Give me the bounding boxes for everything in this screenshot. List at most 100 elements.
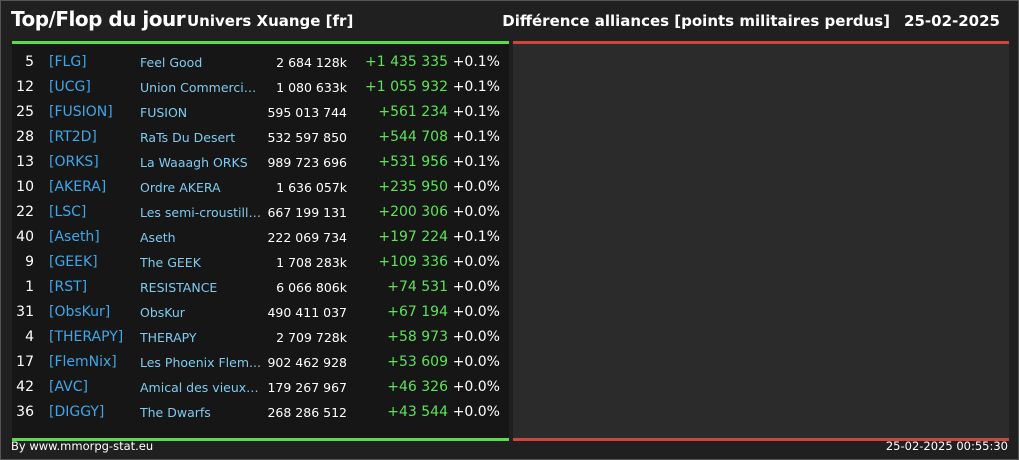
alliance-name-link[interactable]: THERAPY [140,330,197,345]
alliance-row: 25 [FUSION] FUSION 595 013 744 +561 234 +0.1% [12,100,509,125]
alliance-tag-link[interactable]: [FlemNix] [49,354,117,370]
alliance-points: 2 709 728k [276,330,347,345]
points-difference: +74 531 [387,279,448,295]
percent-difference: +0.1% [452,129,500,145]
points-difference: +561 234 [378,104,448,120]
alliance-tag-link[interactable]: [AVC] [49,379,88,395]
footer-timestamp: 25-02-2025 00:55:30 [885,439,1008,453]
points-difference: +46 326 [387,379,448,395]
alliance-name-link[interactable]: Les Phoenix Flem... [140,355,261,370]
alliance-name-link[interactable]: Aseth [140,230,176,245]
percent-difference: +0.1% [452,104,500,120]
percent-difference: +0.1% [452,229,500,245]
points-difference: +58 973 [387,329,448,345]
alliance-tag-link[interactable]: [GEEK] [49,254,98,270]
ranking-header: Différence alliances [points militaires … [502,12,1000,30]
alliance-row: 12 [UCG] Union Commerciale... 1 080 633k +1 … [12,75,509,100]
alliance-name-link[interactable]: Union Commerciale... [140,80,262,95]
alliance-tag-link[interactable]: [AKERA] [49,179,107,195]
points-difference: +1 055 932 [365,79,448,95]
alliance-tag-link[interactable]: [ObsKur] [49,304,111,320]
alliance-rank: 1 [25,279,34,295]
percent-difference: +0.0% [452,279,500,295]
percent-difference: +0.0% [452,304,500,320]
alliance-rank: 25 [16,104,34,120]
alliance-points: 532 597 850 [267,130,347,145]
alliance-tag-link[interactable]: [LSC] [49,204,87,220]
alliance-rank: 31 [16,304,34,320]
alliance-rank: 5 [25,54,34,70]
points-difference: +109 336 [378,254,448,270]
page-title: Top/Flop du jour [11,7,186,31]
points-difference: +544 708 [378,129,448,145]
alliance-points: 490 411 037 [267,305,347,320]
percent-difference: +0.1% [452,79,500,95]
alliance-tag-link[interactable]: [ORKS] [49,154,99,170]
alliance-points: 1 080 633k [276,80,347,95]
alliance-row: 9 [GEEK] The GEEK 1 708 283k +109 336 +0.0% [12,250,509,275]
points-difference: +1 435 335 [365,54,448,70]
universe-label: Univers Xuange [fr] [187,12,354,30]
alliance-name-link[interactable]: The Dwarfs [140,405,211,420]
alliance-name-link[interactable]: Feel Good [140,55,203,70]
alliance-name-link[interactable]: Amical des vieux con [140,380,262,395]
alliance-row: 1 [RST] RESISTANCE 6 066 806k +74 531 +0.0% [12,275,509,300]
alliance-points: 595 013 744 [267,105,347,120]
alliance-row: 4 [THERAPY] THERAPY 2 709 728k +58 973 +0.0% [12,325,509,350]
top-panel: 5 [FLG] Feel Good 2 684 128k +1 435 335 +0.1%… [12,41,509,441]
alliance-row: 13 [ORKS] La Waaagh ORKS 989 723 696 +531 95… [12,150,509,175]
alliance-points: 179 267 967 [267,380,347,395]
points-difference: +53 609 [387,354,448,370]
alliance-name-link[interactable]: FUSION [140,105,188,120]
alliance-rank: 4 [25,329,34,345]
points-difference: +67 194 [387,304,448,320]
alliance-rank: 42 [16,379,34,395]
alliance-tag-link[interactable]: [RST] [49,279,88,295]
alliance-tag-link[interactable]: [DIGGY] [49,404,105,420]
alliance-tag-link[interactable]: [THERAPY] [49,329,124,345]
alliance-points: 1 636 057k [276,180,347,195]
alliance-name-link[interactable]: RESISTANCE [140,280,218,295]
points-difference: +531 956 [378,154,448,170]
points-difference: +235 950 [378,179,448,195]
alliance-row: 28 [RT2D] RaTs Du Desert 532 597 850 +544 70… [12,125,509,150]
points-difference: +197 224 [378,229,448,245]
alliance-points: 989 723 696 [267,155,347,170]
alliance-tag-link[interactable]: [RT2D] [49,129,97,145]
alliance-name-link[interactable]: RaTs Du Desert [140,130,236,145]
percent-difference: +0.0% [452,354,500,370]
percent-difference: +0.0% [452,254,500,270]
alliance-tag-link[interactable]: [FUSION] [49,104,113,120]
alliance-row: 10 [AKERA] Ordre AKERA 1 636 057k +235 950 +0… [12,175,509,200]
alliance-rank: 17 [16,354,34,370]
alliance-name-link[interactable]: The GEEK [140,255,201,270]
alliance-rank: 36 [16,404,34,420]
alliance-row: 5 [FLG] Feel Good 2 684 128k +1 435 335 +0.1% [12,50,509,75]
alliance-tag-link[interactable]: [Aseth] [49,229,100,245]
alliance-rank: 12 [16,79,34,95]
footer-credit: By www.mmorpg-stat.eu [11,439,154,453]
alliance-tag-link[interactable]: [FLG] [49,54,87,70]
alliance-name-link[interactable]: Les semi-croustilla... [140,205,262,220]
alliance-points: 268 286 512 [267,405,347,420]
alliance-points: 222 069 734 [267,230,347,245]
alliance-name-link[interactable]: La Waaagh ORKS [140,155,248,170]
alliance-row: 42 [AVC] Amical des vieux con 179 267 967 +4… [12,375,509,400]
alliance-name-link[interactable]: Ordre AKERA [140,180,221,195]
alliance-rank: 40 [16,229,34,245]
alliance-rank: 28 [16,129,34,145]
alliance-name-link[interactable]: ObsKur [140,305,185,320]
ranking-title: Différence alliances [points militaires … [502,12,891,30]
alliance-rank: 22 [16,204,34,220]
percent-difference: +0.0% [452,179,500,195]
alliance-points: 902 462 928 [267,355,347,370]
percent-difference: +0.0% [452,379,500,395]
alliance-points: 667 199 131 [267,205,347,220]
alliance-tag-link[interactable]: [UCG] [49,79,91,95]
alliance-row: 40 [Aseth] Aseth 222 069 734 +197 224 +0.1% [12,225,509,250]
percent-difference: +0.0% [452,404,500,420]
alliance-rank: 13 [16,154,34,170]
percent-difference: +0.0% [452,329,500,345]
flop-panel [513,41,1009,441]
